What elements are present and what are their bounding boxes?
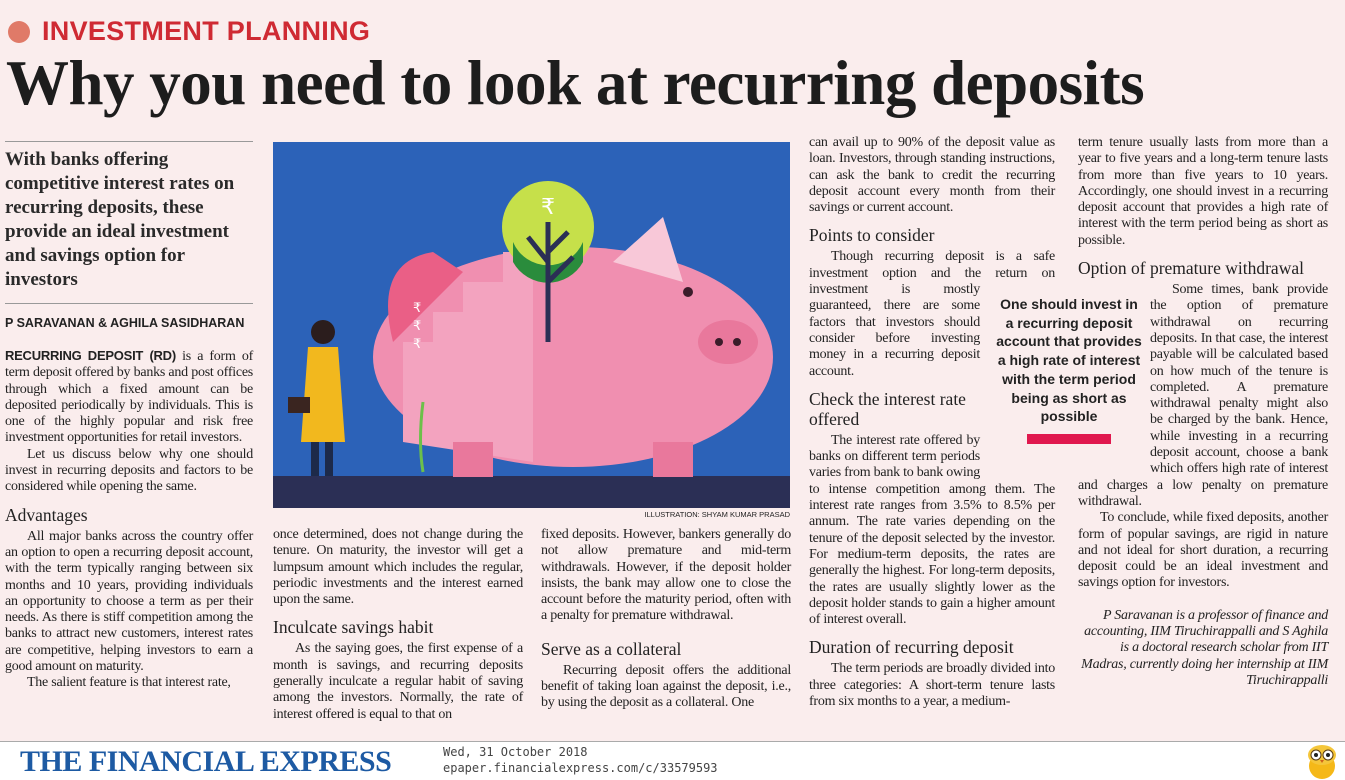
pull-quote: One should invest in a recurring deposit… — [995, 295, 1143, 444]
paragraph: All major banks across the country offer… — [5, 528, 253, 675]
paragraph: The salient feature is that interest rat… — [27, 675, 231, 691]
svg-text:₹: ₹ — [413, 319, 421, 334]
subhead: Advantages — [5, 504, 88, 525]
divider — [5, 303, 253, 304]
paragraph: Though recurring deposit is a safe inves… — [809, 249, 1055, 379]
column-2: once determined, does not change during … — [273, 527, 523, 723]
footer: THE FINANCIAL EXPRESS Wed, 31 October 20… — [0, 741, 1345, 780]
paragraph: The term periods are broadly divided int… — [809, 661, 1055, 710]
rupee-icon: ₹ — [541, 195, 555, 220]
subhead: Inculcate savings habit — [273, 617, 434, 638]
divider — [5, 141, 253, 142]
bullet-dot-icon — [8, 20, 30, 43]
deck: With banks offering competitive interest… — [5, 149, 235, 290]
edition-date: Wed, 31 October 2018 — [443, 745, 588, 759]
illustration-credit: ILLUSTRATION: SHYAM KUMAR PRASAD — [644, 510, 790, 519]
paragraph: Some times, bank provide the option of p… — [1078, 282, 1328, 509]
paragraph: term tenure usually lasts from more than… — [1078, 135, 1328, 248]
subhead: Option of premature withdrawal — [1078, 258, 1304, 279]
subhead: Check the interest rate offered — [809, 388, 966, 429]
paragraph: Recurring deposit offers the additional … — [541, 662, 791, 711]
pull-quote-text: One should invest in a recurring deposit… — [996, 296, 1142, 425]
headline: Why you need to look at recurring deposi… — [6, 48, 1145, 118]
edition-info: Wed, 31 October 2018 epaper.financialexp… — [443, 744, 718, 776]
kicker-text: INVESTMENT PLANNING — [42, 16, 371, 46]
byline: P SARAVANAN & AGHILA SASIDHARAN — [5, 316, 245, 330]
subhead: Duration of recurring deposit — [809, 637, 1014, 658]
paragraph: once determined, does not change during … — [273, 527, 523, 608]
publication-logo[interactable]: THE FINANCIAL EXPRESS — [20, 745, 392, 778]
subhead: Serve as a collateral — [541, 638, 682, 659]
owl-mascot-icon[interactable] — [1305, 742, 1339, 780]
paragraph: To conclude, while fixed deposits, anoth… — [1078, 510, 1328, 591]
accent-bar — [1027, 433, 1111, 444]
section-kicker: INVESTMENT PLANNING — [8, 16, 370, 47]
lead-in: RECURRING DEPOSIT (RD) — [5, 348, 176, 363]
column-4: can avail up to 90% of the deposit value… — [809, 135, 1055, 710]
column-5: term tenure usually lasts from more than… — [1078, 135, 1328, 689]
subhead: Points to consider — [809, 225, 935, 246]
paragraph: As the saying goes, the first expense of… — [273, 641, 523, 722]
paragraph: The interest rate offered by banks on di… — [809, 432, 1055, 628]
author-bio: P Saravanan is a professor of finance an… — [1081, 607, 1328, 688]
illustration-piggy-bank: ₹ ₹ ₹ ₹ — [273, 142, 790, 508]
paragraph: Let us discuss below why one should inve… — [5, 446, 253, 495]
edition-url[interactable]: epaper.financialexpress.com/c/33579593 — [443, 761, 718, 775]
svg-text:₹: ₹ — [413, 301, 421, 316]
svg-text:₹: ₹ — [413, 337, 421, 352]
column-3: fixed deposits. However, bankers general… — [541, 527, 791, 712]
paragraph: fixed deposits. However, bankers general… — [541, 527, 791, 624]
paragraph: RECURRING DEPOSIT (RD) is a form of term… — [5, 348, 253, 447]
paragraph: can avail up to 90% of the deposit value… — [809, 135, 1055, 216]
lead-text: is a form of term deposit offered by ban… — [5, 349, 253, 446]
column-1: RECURRING DEPOSIT (RD) is a form of term… — [5, 348, 253, 692]
